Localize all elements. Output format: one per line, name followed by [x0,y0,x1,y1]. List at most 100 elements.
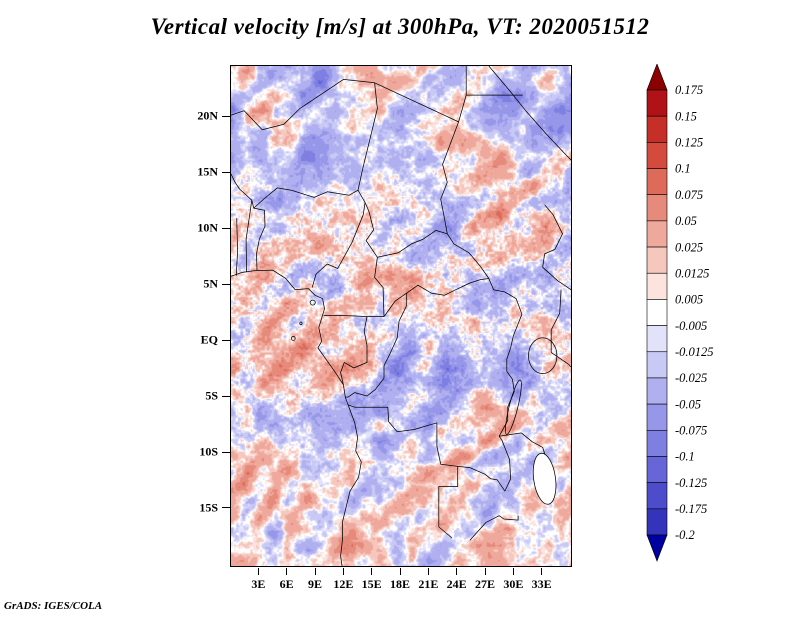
country-border-line [347,404,458,467]
lon-tick-mark [399,568,401,575]
colorbar-segment [646,220,668,248]
principe-island-outline [299,321,303,325]
country-border-line [457,432,522,492]
colorbar-segment [646,246,668,274]
lon-tick-label: 30E [503,577,524,591]
country-border-line [357,82,378,191]
colorbar-tick-label: -0.005 [675,319,707,333]
colorbar-top-arrow [646,64,668,91]
country-border-line [377,230,448,258]
lat-tick-label: 5N [203,276,218,291]
lat-tick-label: 15N [197,164,218,179]
country-border-line [311,202,366,288]
lon-tick-mark [314,568,316,575]
country-border-line [374,257,385,317]
country-border-line [235,218,238,276]
lat-tick-mark [222,283,230,285]
lat-tick-label: 10N [197,220,218,235]
lat-tick-mark [222,395,230,397]
lon-tick-label: 6E [279,577,294,591]
country-border-line [438,466,459,539]
lake-malawi-outline [532,452,557,505]
grads-attribution: GrADS: IGES/COLA [4,600,103,612]
colorbar-legend: 0.175 0.15 0.125 0.1 0.075 0.05 0.025 0.0125 0.0… [646,64,714,562]
country-border-line [253,207,266,271]
colorbar-tick-label: 0.025 [675,240,703,254]
colorbar-segment [646,377,668,405]
colorbar-tick-label: 0.15 [675,109,697,123]
country-border-line [446,233,523,372]
colorbar-segment [646,325,668,353]
lon-tick-mark [257,568,259,575]
lat-tick-label: 20N [197,108,218,123]
lon-tick-mark [286,568,288,575]
lon-tick-mark [484,568,486,575]
colorbar-tick-label: -0.175 [675,502,707,516]
lon-tick-label: 18E [389,577,411,591]
lon-tick-label: 12E [333,577,354,591]
colorbar-segment [646,168,668,196]
lon-tick-label: 27E [474,577,496,591]
plot-title: Vertical velocity [m/s] at 300hPa, VT: 2… [150,14,650,39]
colorbar-tick-label: 0.005 [675,293,703,307]
colorbar-tick-label: 0.0125 [675,266,709,280]
country-border-line [340,316,368,385]
lon-tick-label: 15E [361,577,382,591]
country-border-line [231,110,263,131]
map-plot-area [230,65,572,567]
country-border-line [231,269,362,566]
country-border-line [374,82,467,123]
colorbar-segment [646,142,668,169]
colorbar-segment [646,403,668,431]
country-border-line [357,190,378,258]
country-border-line [469,515,519,541]
colorbar-tick-label: -0.025 [675,371,707,385]
colorbar-tick-label: -0.0125 [675,345,714,359]
lon-tick-mark [371,568,373,575]
colorbar-tick-label: -0.125 [675,476,707,490]
colorbar-segment [646,272,668,300]
colorbar-bottom-arrow [646,534,668,562]
lake-tanganyika-outline [505,379,522,435]
country-border-line [231,173,255,209]
country-border-line [245,200,253,272]
lat-tick-mark [222,507,230,509]
country-border-line [542,204,571,291]
colorbar-tick-label: 0.1 [675,162,691,176]
country-border-line [550,352,571,368]
lon-tick-label: 33E [531,577,552,591]
colorbar-tick-label: 0.125 [675,136,703,150]
colorbar-tick-label: -0.1 [675,450,695,464]
lat-tick-label: 10S [199,444,218,459]
colorbar-tick-label: 0.05 [675,214,697,228]
colorbar-tick-label: -0.2 [675,528,695,542]
sao-tome-island-outline [291,336,296,341]
lon-tick-label: 21E [418,577,439,591]
colorbar-tick-label: 0.075 [675,188,703,202]
colorbar-segment [646,508,668,536]
country-border-line [323,315,384,317]
colorbar-segment [646,456,668,483]
lon-tick-mark [456,568,458,575]
country-border-line [440,121,459,234]
lat-tick-label: 15S [199,500,218,515]
lon-tick-label: 9E [307,577,323,591]
vertical-velocity-field [231,66,571,566]
colorbar-segment [646,351,668,379]
country-border-line [262,79,375,131]
lat-tick-mark [222,171,230,173]
lon-tick-mark [427,568,429,575]
lon-tick-label: 3E [251,577,266,591]
lake-victoria-outline [528,337,558,374]
lon-tick-label: 24E [446,577,467,591]
lat-tick-label: 5S [205,388,218,403]
lat-tick-mark [222,451,230,453]
lon-tick-mark [541,568,543,575]
colorbar-segment [646,482,668,510]
lat-tick-mark [222,115,230,117]
lon-tick-mark [512,568,514,575]
country-border-line [521,432,546,457]
lat-tick-mark [222,227,230,229]
bioko-island-outline [309,299,316,306]
